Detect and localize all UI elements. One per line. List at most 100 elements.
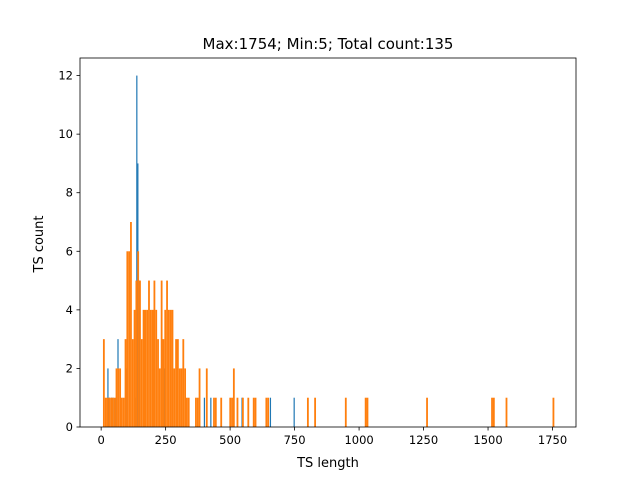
y-tick-label: 8	[66, 186, 73, 200]
x-tick-label: 750	[284, 433, 306, 447]
y-tick-label: 0	[66, 420, 73, 434]
histogram-bar	[131, 339, 134, 427]
histogram-bar	[136, 75, 138, 427]
histogram-bar	[236, 397, 239, 427]
histogram-bar	[146, 309, 149, 427]
histogram-bar	[213, 397, 215, 427]
histogram-bar	[110, 397, 112, 427]
histogram-bar	[124, 339, 127, 427]
histogram-bar	[269, 397, 272, 427]
histogram-bar	[205, 368, 208, 427]
histogram-bar	[252, 397, 255, 427]
histogram-bar	[241, 397, 244, 427]
y-axis-ticks: 0 2 4 6 8 10 12	[58, 69, 80, 434]
histogram-bar	[164, 309, 167, 427]
x-tick-label: 500	[219, 433, 241, 447]
histogram-bar	[220, 397, 223, 427]
y-tick-label: 12	[58, 69, 73, 83]
histogram-bar	[166, 280, 168, 427]
histogram-bar	[169, 309, 172, 427]
histogram-bar	[180, 368, 183, 427]
x-tick-label: 1500	[473, 433, 502, 447]
y-tick-label: 10	[58, 127, 73, 141]
histogram-bar	[306, 397, 309, 427]
histogram-bar	[552, 397, 555, 427]
histogram-bar	[178, 368, 181, 427]
histogram-bar	[122, 397, 125, 427]
histogram-bar	[119, 368, 122, 427]
histogram-bar	[491, 397, 493, 427]
histogram-bar	[247, 397, 250, 427]
histogram-bar	[149, 309, 152, 427]
histogram-bar	[102, 339, 105, 427]
histogram-bar	[426, 397, 428, 427]
y-tick-label: 4	[66, 303, 73, 317]
histogram-bar	[111, 397, 114, 427]
histogram-bar	[505, 397, 508, 427]
bars-layer	[102, 75, 555, 427]
histogram-bar	[130, 222, 132, 427]
histogram-bar	[186, 397, 188, 427]
histogram-bar	[210, 397, 212, 427]
histogram-bar	[167, 309, 170, 427]
y-tick-label: 6	[66, 244, 73, 258]
histogram-bar	[128, 251, 131, 427]
histogram-bar	[162, 339, 165, 427]
histogram-bar	[182, 339, 185, 427]
histogram-bar	[144, 309, 147, 427]
histogram-bar	[140, 339, 143, 427]
histogram-bar	[364, 397, 367, 427]
x-tick-label: 0	[97, 433, 104, 447]
histogram-bar	[137, 251, 140, 427]
histogram-bar	[293, 397, 295, 427]
histogram-bar	[113, 397, 116, 427]
histogram-bar	[265, 397, 268, 427]
histogram-bar	[187, 397, 190, 427]
histogram-bar	[195, 397, 197, 427]
histogram-bar	[344, 397, 347, 427]
histogram-bar	[198, 368, 201, 427]
histogram-bar	[175, 339, 177, 427]
histogram-bar	[121, 397, 123, 427]
histogram-bar	[184, 368, 187, 427]
histogram-bar	[135, 280, 138, 427]
histogram-bar	[126, 251, 129, 427]
histogram-bar	[314, 397, 317, 427]
histogram-bar	[115, 368, 118, 427]
histogram-bar	[108, 397, 111, 427]
histogram-bar	[214, 397, 217, 427]
histogram-bar	[104, 397, 107, 427]
x-tick-label: 1000	[344, 433, 373, 447]
histogram-bar	[232, 368, 235, 427]
histogram-bar	[133, 309, 136, 427]
histogram-bar	[117, 368, 120, 427]
histogram-bar	[176, 339, 179, 427]
histogram-bar	[106, 397, 109, 427]
histogram-bar	[142, 309, 145, 427]
histogram-bar	[158, 368, 161, 427]
histogram-bar	[173, 368, 176, 427]
histogram-bar	[171, 309, 174, 427]
x-tick-label: 1250	[409, 433, 438, 447]
histogram-bar	[254, 397, 257, 427]
histogram-bar	[151, 309, 154, 427]
x-tick-label: 250	[155, 433, 177, 447]
chart-title: Max:1754; Min:5; Total count:135	[203, 35, 454, 53]
histogram-bar	[203, 397, 206, 427]
histogram-bar	[366, 397, 369, 427]
plot-frame	[79, 57, 577, 428]
histogram-bar	[229, 397, 232, 427]
histogram-bar	[157, 339, 159, 427]
histogram-bar	[160, 280, 163, 427]
x-axis-ticks: 0 250 500 750 1000 1250 1500 1750	[97, 427, 567, 447]
histogram-bar	[139, 280, 141, 427]
y-tick-label: 2	[66, 361, 73, 375]
histogram-bar	[153, 280, 156, 427]
histogram-bar	[155, 309, 158, 427]
y-axis-label: TS count	[32, 215, 47, 273]
x-tick-label: 1750	[538, 433, 567, 447]
histogram-bar	[492, 397, 495, 427]
